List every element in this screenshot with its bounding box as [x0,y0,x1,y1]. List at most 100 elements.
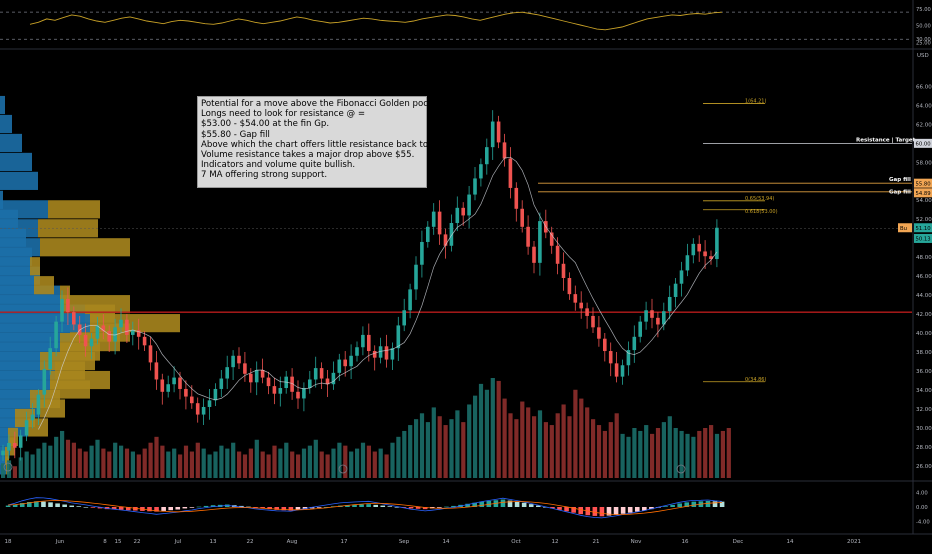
candle-body [36,394,41,415]
price-tick-label: 26.00 [916,464,932,470]
candle-body [585,308,589,316]
candle-body [154,362,159,380]
volume-bar [119,445,124,478]
volume-profile-bar [90,314,180,333]
candle-body [431,211,436,227]
price-tick-label: 38.00 [916,350,932,356]
volume-bar [113,442,118,478]
volume-bar [284,442,289,478]
volume-profile-bar [5,446,9,465]
candle-body [361,334,365,348]
candle-body [555,245,560,264]
volume-bar [219,445,224,478]
price-tag: 60.00 [916,142,932,148]
price-tag-bg [914,188,932,198]
volume-bar [720,430,725,478]
candle-body [172,377,176,385]
volume-bar [661,422,666,478]
fib-label: 0(34.86) [745,377,766,383]
candle-body [260,369,265,378]
volume-bar [608,422,613,478]
macd-histogram-bar [210,505,216,507]
candle-body [313,368,318,380]
volume-bar [709,425,714,478]
candle-body [673,283,678,297]
x-tick-label: Aug [287,539,298,545]
candle-body [83,334,88,347]
candle-body [136,330,141,337]
macd-histogram-bar [19,503,25,507]
candle-body [591,315,595,328]
macd-histogram-bar [606,507,612,516]
candle-body [125,319,129,335]
candle-body [715,227,719,260]
volume-profile-bar [60,295,130,314]
candle-body [396,325,401,349]
volume-bar [437,416,442,478]
macd-histogram-bar [507,500,513,507]
macd-histogram-bar [663,506,668,507]
macd-histogram-bar [373,504,379,507]
x-tick-label: Jul [174,539,182,545]
macd-histogram-bar [437,507,442,508]
x-tick-label: Sep [399,539,410,545]
volume-bar [248,448,253,478]
rsi-tick-label: 25.00 [916,41,931,47]
candle-body [272,386,277,394]
macd-histogram-bar [712,501,718,507]
volume-bar [225,448,230,478]
annotation-note[interactable]: Potential for a move above the Fibonacci… [197,96,467,188]
macd-line [7,497,723,519]
candle-body [367,334,371,352]
volume-bar [195,442,200,478]
volume-bar [101,448,106,478]
volume-profile-bar [40,351,95,371]
macd-tick-label: 4.00 [916,491,928,497]
price-tick-label: 30.00 [916,426,932,432]
candle-body [626,350,631,366]
volume-bar [1,463,6,478]
macd-histogram-bar [55,503,60,507]
candle-body [142,336,147,346]
macd-histogram-bar [309,507,315,509]
candle-body [131,330,135,335]
candle-body [549,232,554,246]
x-tick-label: 16 [682,539,689,545]
candle-body [520,208,524,227]
macd-histogram-bar [677,503,682,507]
price-tick-label: 62.00 [916,122,932,128]
candle-body [166,384,170,392]
candle-body [113,327,117,342]
currency-label: USD [917,53,929,59]
macd-histogram-bar [500,499,506,507]
macd-histogram-bar [599,507,605,517]
macd-histogram-bar [323,507,329,508]
candle-body [18,435,23,448]
volume-bar [136,454,141,478]
macd-histogram-bar [133,507,138,511]
volume-bar [638,430,643,478]
volume-profile-bar [0,152,32,171]
x-tick-label: 8 [103,539,107,545]
macd-histogram-bar [642,507,647,511]
candle-body [190,396,194,404]
volume-profile-bar [0,219,38,238]
volume-bar [366,445,371,478]
candle-body [667,296,672,312]
price-tick-label: 28.00 [916,445,932,451]
candle-body [473,178,477,195]
price-tick-label: 54.00 [916,198,932,204]
volume-bar [290,451,295,478]
macd-histogram-bar [451,505,456,507]
price-tick-label: 46.00 [916,274,932,280]
volume-bar [319,451,324,478]
volume-profile-bar [0,351,40,371]
volume-bar [691,436,696,478]
candle-body [60,298,64,322]
price-tick-label: 34.00 [916,388,932,394]
x-tick-label: Dec [733,539,744,545]
volume-profile-bar [0,314,90,333]
macd-histogram-bar [557,507,562,510]
